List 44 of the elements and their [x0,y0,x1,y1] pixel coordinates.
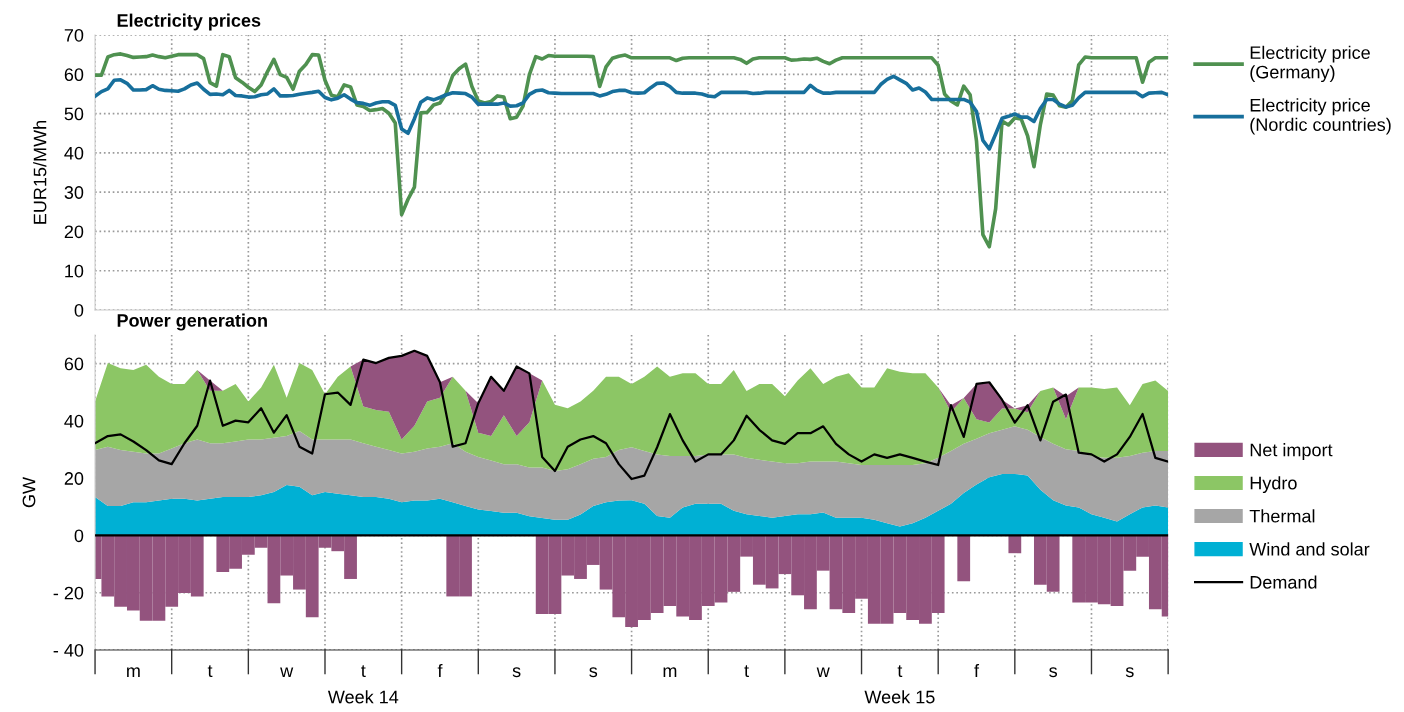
y-tick-label: - 40 [53,643,84,657]
x-tick-label: s [1049,667,1058,678]
line-series [95,74,1169,151]
legend-label: Net import [1250,443,1333,460]
x-tick-label: s [1125,667,1134,678]
legend-label: Wind and solar [1249,542,1370,556]
x-tick-label: s [512,667,521,678]
y-tick-label: 50 [64,107,84,121]
x-tick-label: w [816,667,830,677]
legend-label: Thermal [1249,509,1315,523]
chart-title: Electricity prices [117,13,261,31]
y-tick-label: 20 [64,472,84,485]
y-tick-label: 60 [64,357,84,371]
y-tick-label: 40 [64,146,84,160]
y-tick-label: 60 [64,68,84,82]
text: Week 15 [864,690,935,704]
legend-label: Electricity price (Germany) [1250,45,1370,83]
x-tick-label: t [897,665,903,678]
y-tick-label: 40 [64,414,84,428]
x-tick-label: w [280,667,294,677]
y-tick-label: 10 [65,264,84,278]
y-tick-label: - 20 [53,586,84,600]
x-tick-label: m [127,667,140,677]
x-tick-label: t [744,665,749,678]
legend-label: Electricity price (Nordic countries) [1250,98,1391,135]
x-tick-label: t [361,665,366,678]
y-axis-title: GW [22,477,36,508]
y-tick-label: 30 [64,186,84,199]
legend-label: Demand [1250,575,1317,589]
line-series [95,52,1169,249]
y-tick-label: 0 [74,529,84,543]
legend-label: Hydro [1250,476,1297,494]
y-tick-label: 70 [64,28,84,42]
x-tick-label: f [437,663,443,677]
text: Week 14 [327,690,399,704]
y-tick-label: 20 [64,225,84,239]
x-tick-label: f [974,663,980,677]
y-axis-title: EUR15/MWh [33,121,47,224]
line-series [95,349,1169,481]
x-tick-label: t [207,665,213,678]
x-tick-label: s [589,667,598,678]
x-tick-label: m [663,667,677,677]
chart-title: Power generation [117,313,267,331]
y-tick-label: 0 [74,303,84,317]
